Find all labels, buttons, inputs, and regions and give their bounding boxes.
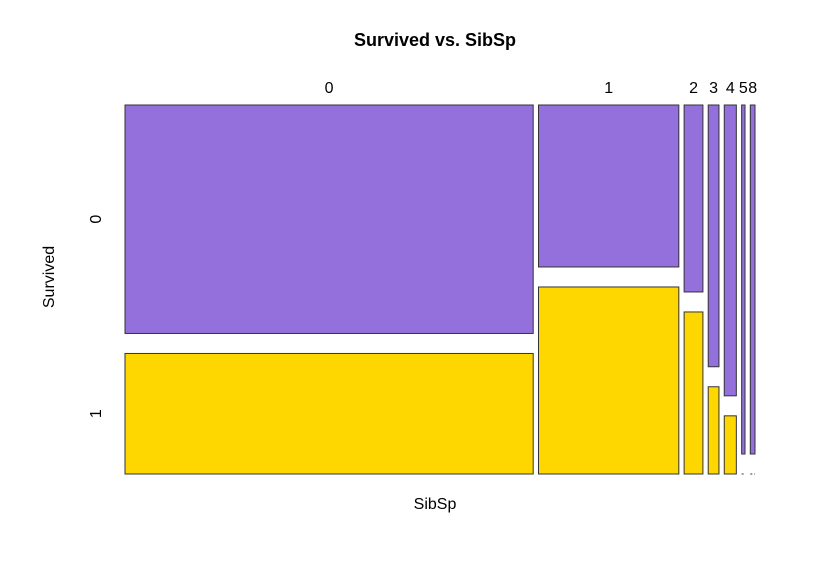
mosaic-cell bbox=[741, 104, 746, 455]
mosaic-cell bbox=[537, 104, 680, 268]
column-label: 0 bbox=[325, 80, 334, 97]
mosaic-cell bbox=[723, 104, 737, 397]
column-label: 1 bbox=[604, 80, 613, 97]
column-label: 5 bbox=[739, 80, 748, 97]
mosaic-cell bbox=[537, 286, 680, 475]
mosaic-cell bbox=[683, 311, 704, 475]
row-label: 0 bbox=[88, 215, 105, 224]
mosaic-cell bbox=[707, 104, 720, 368]
mosaic-cell bbox=[124, 104, 534, 334]
column-label: 2 bbox=[689, 80, 698, 97]
column-label: 8 bbox=[748, 80, 757, 97]
mosaic-cell bbox=[749, 104, 756, 455]
column-label: 3 bbox=[709, 80, 718, 97]
column-label: 4 bbox=[726, 80, 735, 97]
row-label: 1 bbox=[88, 409, 105, 418]
chart-title: Survived vs. SibSp bbox=[354, 30, 516, 50]
mosaic-cell bbox=[723, 415, 737, 475]
x-axis-label: SibSp bbox=[414, 496, 457, 513]
mosaic-cell bbox=[683, 104, 704, 293]
mosaic-cell bbox=[707, 386, 720, 475]
mosaic-cell bbox=[124, 352, 534, 475]
y-axis-label: Survived bbox=[41, 246, 58, 308]
